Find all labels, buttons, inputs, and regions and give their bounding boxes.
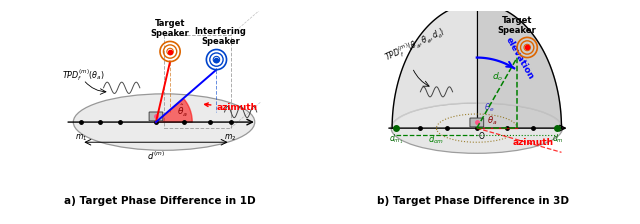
Text: $\theta_a$: $\theta_a$ [487, 114, 497, 127]
Text: azimuth: azimuth [512, 138, 554, 147]
Ellipse shape [74, 94, 255, 150]
Text: $\hat{\theta}_a$: $\hat{\theta}_a$ [177, 102, 188, 118]
Polygon shape [156, 99, 192, 122]
Text: $d_{m_1}$: $d_{m_1}$ [389, 132, 403, 146]
Text: elevation: elevation [504, 36, 535, 81]
Text: $m_1$: $m_1$ [76, 132, 88, 143]
Text: $d_o$: $d_o$ [492, 71, 503, 83]
Text: O: O [479, 132, 484, 141]
Text: $d_m$: $d_m$ [552, 132, 563, 145]
FancyBboxPatch shape [470, 118, 484, 127]
Text: $TPD_f^{(m)}(\theta_a,\theta_e,d_o)$: $TPD_f^{(m)}(\theta_a,\theta_e,d_o)$ [382, 24, 448, 66]
Text: $\theta_e$: $\theta_e$ [484, 102, 494, 114]
Text: $d^{(m)}$: $d^{(m)}$ [147, 149, 165, 162]
Polygon shape [477, 3, 561, 128]
Ellipse shape [391, 103, 563, 153]
Polygon shape [392, 3, 561, 128]
Text: a) Target Phase Difference in 1D: a) Target Phase Difference in 1D [64, 196, 256, 206]
Text: b) Target Phase Difference in 3D: b) Target Phase Difference in 3D [377, 196, 569, 206]
FancyBboxPatch shape [149, 112, 163, 121]
Text: Interfering
Speaker: Interfering Speaker [195, 27, 246, 46]
Text: Target
Speaker: Target Speaker [498, 16, 536, 35]
Text: $d_{om}$: $d_{om}$ [428, 134, 445, 146]
Text: azimuth: azimuth [205, 103, 257, 112]
Text: Target
Speaker: Target Speaker [150, 19, 189, 38]
Text: $m_2$: $m_2$ [225, 132, 237, 143]
Text: $TPD_f^{(m)}(\theta_a)$: $TPD_f^{(m)}(\theta_a)$ [62, 68, 105, 84]
